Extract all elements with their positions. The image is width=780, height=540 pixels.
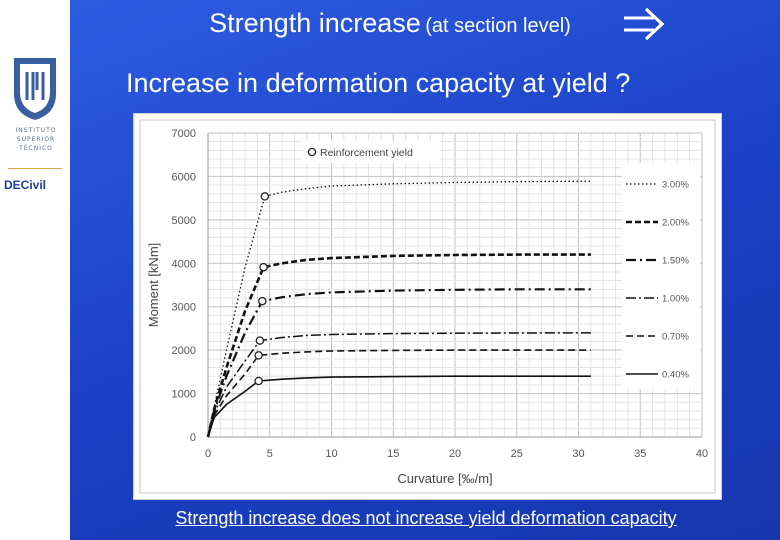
slide-footer: Strength increase does not increase yiel… [175,508,677,528]
sidebar: INSTITUTO SUPERIOR TÉCNICO DECivil [0,0,70,540]
y-tick-label: 2000 [172,345,196,357]
series-line [207,375,591,438]
y-axis-label: Moment [kNm] [146,243,161,328]
slide-subtitle: Increase in deformation capacity at yiel… [126,68,631,98]
yield-marker [259,262,268,272]
y-tick-label: 3000 [172,302,196,314]
ist-shield-logo-icon [14,58,56,120]
marker-legend-box [302,141,440,163]
title-main: Strength increase [209,8,421,38]
yield-marker [258,296,267,306]
y-tick-label: 7000 [172,128,196,140]
x-tick-label: 15 [387,448,399,460]
legend-label: 3.00% [662,180,689,191]
institute-line: INSTITUTO [15,127,57,134]
x-tick-label: 10 [325,448,337,460]
department-label: DECivil [4,178,47,192]
x-tick-label: 25 [511,448,523,460]
title-paren: (at section level) [425,15,571,37]
yield-marker [254,376,263,386]
legend-label: 0.70% [662,332,689,343]
institute-line: TÉCNICO [19,145,53,152]
chart-panel: 0 5 10 15 20 25 30 35 40 0 1000 2000 3000 4000 5000 600… [133,113,722,500]
legend-label: 1.50% [662,256,689,267]
series-line [207,332,591,438]
double-right-arrow-icon [624,7,665,41]
yield-marker [254,351,263,360]
y-tick-label: 0 [190,432,196,444]
legend-box [622,163,700,389]
yield-marker [260,192,270,201]
y-tick-label: 6000 [172,171,196,183]
x-tick-label: 40 [696,448,708,460]
institute-line: SUPERIOR [16,136,56,143]
legend-label: 2.00% [662,218,689,229]
legend-label: 1.00% [662,294,689,305]
x-tick-label: 0 [205,448,211,460]
x-tick-label: 20 [449,448,461,460]
y-tick-label: 1000 [172,389,196,401]
marker-legend-label: Reinforcement yield [320,147,413,159]
institute-name: INSTITUTO SUPERIOR TÉCNICO [8,126,64,153]
y-tick-label: 5000 [172,215,196,227]
divider [8,168,62,169]
marker-legend-symbol [307,147,317,157]
x-tick-label: 30 [572,448,584,460]
y-tick-label: 4000 [172,258,196,270]
series-line [207,180,591,438]
yield-marker [255,336,265,345]
series-line [206,253,591,438]
x-tick-label: 35 [634,448,646,460]
series-line [207,349,591,438]
moment-curvature-chart: 0 5 10 15 20 25 30 35 40 0 1000 2000 3000 4000 5000 600… [139,119,716,494]
legend-label: 0.40% [662,370,689,381]
x-tick-label: 5 [267,448,273,460]
slide-title: Strength increase (at section level) [0,8,780,39]
x-axis-label: Curvature [‰/m] [397,471,492,486]
